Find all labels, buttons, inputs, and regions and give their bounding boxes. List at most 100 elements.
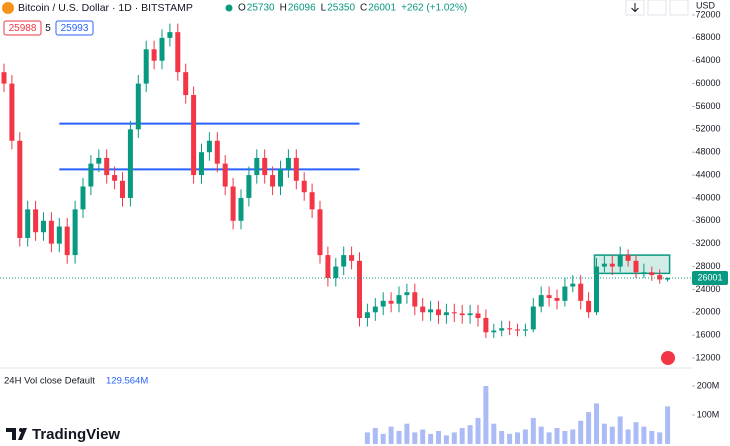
y-tick-label: 24000 bbox=[695, 284, 720, 294]
candle-body bbox=[222, 163, 228, 187]
volume-bar bbox=[594, 403, 599, 444]
last-price-tag bbox=[692, 270, 728, 285]
candle-body bbox=[167, 32, 173, 38]
candle-body bbox=[293, 157, 299, 181]
candle-body bbox=[238, 197, 244, 221]
candle-body bbox=[135, 83, 141, 130]
volume-legend: 24H Vol close Default bbox=[4, 376, 95, 387]
volume-bar bbox=[546, 432, 552, 444]
volume-tick-label: 100M bbox=[697, 409, 720, 419]
candle-body bbox=[617, 255, 623, 267]
candle-body bbox=[96, 157, 102, 164]
spread: 5 bbox=[45, 23, 51, 34]
volume-bar bbox=[483, 386, 489, 444]
candle-body bbox=[554, 297, 560, 301]
volume-bar bbox=[633, 422, 639, 444]
brand-name: TradingView bbox=[32, 426, 120, 443]
candle-body bbox=[151, 49, 157, 61]
volume-bar bbox=[364, 432, 370, 444]
y-tick-label: 32000 bbox=[695, 238, 720, 248]
volume-bar bbox=[570, 429, 576, 444]
volume-bar bbox=[467, 425, 473, 444]
candle-body bbox=[80, 186, 86, 210]
volume-bar bbox=[491, 423, 497, 444]
candle-body bbox=[578, 283, 584, 301]
candle-body bbox=[562, 286, 568, 301]
fullscreen-button[interactable] bbox=[669, 0, 689, 16]
events-icon[interactable] bbox=[661, 351, 675, 365]
candle-body bbox=[104, 157, 110, 176]
volume-bar bbox=[459, 428, 465, 444]
candle-body bbox=[428, 309, 434, 313]
volume-bar bbox=[538, 426, 544, 444]
ohlc-value: 26001 bbox=[368, 3, 396, 14]
volume-bar bbox=[562, 430, 568, 444]
volume-bar bbox=[641, 426, 647, 444]
candle-body bbox=[270, 175, 276, 187]
candle-body bbox=[586, 300, 592, 313]
candle-body bbox=[372, 306, 378, 313]
ask-button[interactable] bbox=[55, 20, 94, 36]
candle-body bbox=[64, 226, 70, 256]
volume-bar bbox=[388, 426, 394, 444]
ohlc-label: L bbox=[321, 3, 327, 14]
candle-body bbox=[443, 312, 449, 316]
settings-button[interactable] bbox=[647, 0, 667, 16]
candle-body bbox=[404, 292, 410, 296]
coin-icon bbox=[2, 2, 14, 14]
candle-body bbox=[246, 175, 252, 198]
candle-body bbox=[388, 300, 394, 304]
volume-bar bbox=[499, 430, 505, 444]
volume-bar bbox=[530, 417, 536, 444]
candle-body bbox=[483, 317, 489, 333]
candle-body bbox=[436, 309, 441, 316]
volume-bar bbox=[515, 432, 520, 444]
volume-bar bbox=[396, 430, 402, 444]
bid-price: 25988 bbox=[9, 23, 37, 34]
chart-title: Bitcoin / U.S. Dollar · 1D · BITSTAMP bbox=[18, 2, 193, 14]
ohlc-value: 26096 bbox=[288, 3, 316, 14]
candle-body bbox=[475, 313, 481, 318]
bid-button[interactable] bbox=[3, 20, 42, 36]
candle-body bbox=[412, 292, 418, 307]
candle-body bbox=[301, 180, 307, 193]
candle-body bbox=[333, 266, 339, 278]
candle-body bbox=[649, 272, 655, 276]
candle-body bbox=[278, 169, 283, 187]
candle-body bbox=[254, 157, 260, 176]
volume-bar bbox=[443, 435, 449, 444]
candle-body bbox=[499, 328, 505, 331]
candle-body bbox=[17, 140, 23, 238]
y-tick-label: 20000 bbox=[695, 307, 720, 317]
candle-body bbox=[601, 263, 607, 267]
candle-body bbox=[191, 95, 197, 176]
volume-bar bbox=[649, 430, 655, 444]
volume-bar bbox=[657, 432, 663, 444]
volume-bar bbox=[380, 433, 386, 444]
candle-body bbox=[206, 140, 212, 153]
candle-body bbox=[530, 306, 536, 330]
volume-bar bbox=[617, 416, 623, 444]
volume-bar bbox=[625, 429, 631, 444]
candle-body bbox=[309, 192, 315, 210]
candle-body bbox=[633, 260, 639, 273]
candle-body bbox=[230, 186, 236, 221]
candle-body bbox=[491, 330, 497, 333]
candle-body bbox=[515, 329, 520, 331]
volume-bar bbox=[404, 423, 410, 444]
candle-body bbox=[657, 275, 663, 280]
volume-bar bbox=[475, 417, 481, 444]
candle-body bbox=[72, 209, 78, 256]
candle-body bbox=[175, 32, 181, 73]
last-price-label: 26001 bbox=[697, 272, 722, 282]
candle-body bbox=[609, 263, 615, 267]
candle-body bbox=[546, 295, 552, 298]
y-tick-label: 60000 bbox=[695, 78, 720, 88]
y-tick-label: 68000 bbox=[695, 32, 720, 42]
candle-body bbox=[112, 175, 118, 181]
candle-body bbox=[507, 328, 513, 330]
candle-body bbox=[357, 260, 362, 318]
candle-body bbox=[364, 312, 370, 318]
download-icon bbox=[631, 3, 639, 13]
candle-body bbox=[467, 313, 473, 316]
